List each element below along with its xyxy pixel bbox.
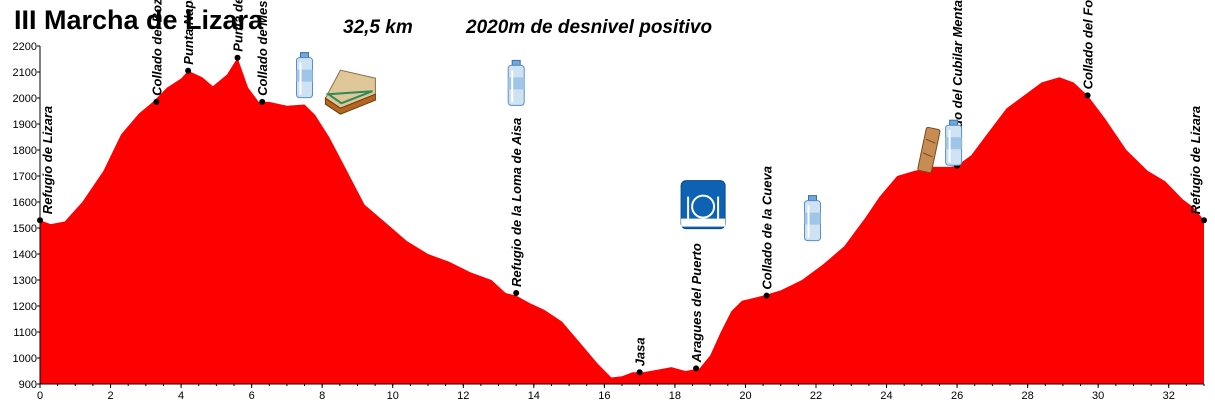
waypoint-label: Collado del Foraton xyxy=(1081,0,1096,89)
y-tick-label: 900 xyxy=(19,379,37,391)
y-tick-label: 1900 xyxy=(13,119,37,131)
x-tick-label: 28 xyxy=(1022,390,1034,402)
waypoint-marker xyxy=(636,369,643,376)
waypoint-label: Refugio de la Loma de Aisa xyxy=(509,118,524,287)
waypoint-marker xyxy=(1084,92,1091,99)
y-tick-label: 1800 xyxy=(13,145,37,157)
sandwich-icon xyxy=(324,69,376,115)
x-tick-label: 20 xyxy=(739,390,751,402)
y-tick-label: 2000 xyxy=(13,93,37,105)
waypoint-label: Punta de Mesola xyxy=(231,0,246,52)
y-tick-label: 1200 xyxy=(13,301,37,313)
y-tick-label: 2100 xyxy=(13,67,37,79)
y-tick-label: 2200 xyxy=(13,41,37,53)
elevation-gain-label: 2020m de desnivel positivo xyxy=(466,17,713,38)
x-tick-label: 32 xyxy=(1163,390,1175,402)
x-tick-label: 14 xyxy=(528,390,540,402)
water-bottle-icon xyxy=(945,119,963,166)
waypoint-marker xyxy=(37,217,43,224)
waypoint-label: Refugio de Lizara xyxy=(1188,106,1203,214)
waypoint-marker xyxy=(513,290,520,296)
page-title: III Marcha de Lizara xyxy=(14,5,264,35)
y-tick-label: 1500 xyxy=(13,223,37,235)
water-bottle-icon xyxy=(507,59,525,106)
waypoint-marker xyxy=(153,98,160,105)
x-tick-label: 0 xyxy=(37,390,43,402)
supply-icons xyxy=(296,52,963,242)
waypoint-marker xyxy=(693,365,700,372)
x-tick-label: 16 xyxy=(598,390,610,402)
x-tick-label: 2 xyxy=(107,390,113,402)
x-tick-label: 6 xyxy=(249,390,255,402)
y-tick-label: 1400 xyxy=(13,249,37,261)
waypoint-marker xyxy=(185,67,192,74)
distance-label: 32,5 km xyxy=(343,17,413,38)
y-tick-label: 1100 xyxy=(13,327,37,339)
waypoint-marker xyxy=(763,292,770,299)
water-bottle-icon xyxy=(296,52,313,99)
y-tick-label: 1700 xyxy=(13,171,37,183)
waypoint-label: Jasa xyxy=(633,337,648,366)
x-tick-label: 10 xyxy=(387,390,399,402)
x-tick-label: 12 xyxy=(457,390,469,402)
y-tick-label: 1000 xyxy=(13,353,37,365)
waypoint-label: Refugio de Lizara xyxy=(40,106,55,214)
waypoint-label: Aragues del Puerto xyxy=(689,243,704,363)
waypoints: Refugio de Lizara Collado del Bozo Punta N… xyxy=(37,0,1207,376)
elevation-area xyxy=(40,57,1204,384)
waypoint-marker xyxy=(259,98,266,105)
y-tick-label: 1300 xyxy=(13,275,37,287)
restaurant-icon xyxy=(680,180,726,230)
waypoint-label: Collado de Mesola xyxy=(255,0,270,96)
water-bottle-icon xyxy=(804,195,821,242)
x-tick-label: 24 xyxy=(880,390,892,402)
x-tick-label: 4 xyxy=(178,390,184,402)
energy-bar-icon xyxy=(917,126,941,174)
waypoint-label: Punta Napazal xyxy=(181,0,196,65)
waypoint-label: Collado del Bozo xyxy=(149,0,164,96)
tick-labels: 900 1000 1100 1200 1300 1400 1500 1600 1700 1800 1… xyxy=(13,41,1205,402)
x-tick-label: 22 xyxy=(810,390,822,402)
x-tick-label: 26 xyxy=(951,390,963,402)
x-tick-label: 30 xyxy=(1092,390,1104,402)
waypoint-label: Collado de la Cueva xyxy=(760,166,775,290)
y-tick-label: 1600 xyxy=(13,197,37,209)
elevation-area-fill xyxy=(40,57,1204,384)
waypoint-marker xyxy=(234,54,241,61)
x-tick-label: 8 xyxy=(319,390,325,402)
x-tick-label: 18 xyxy=(669,390,681,402)
waypoint-marker xyxy=(1201,217,1207,224)
